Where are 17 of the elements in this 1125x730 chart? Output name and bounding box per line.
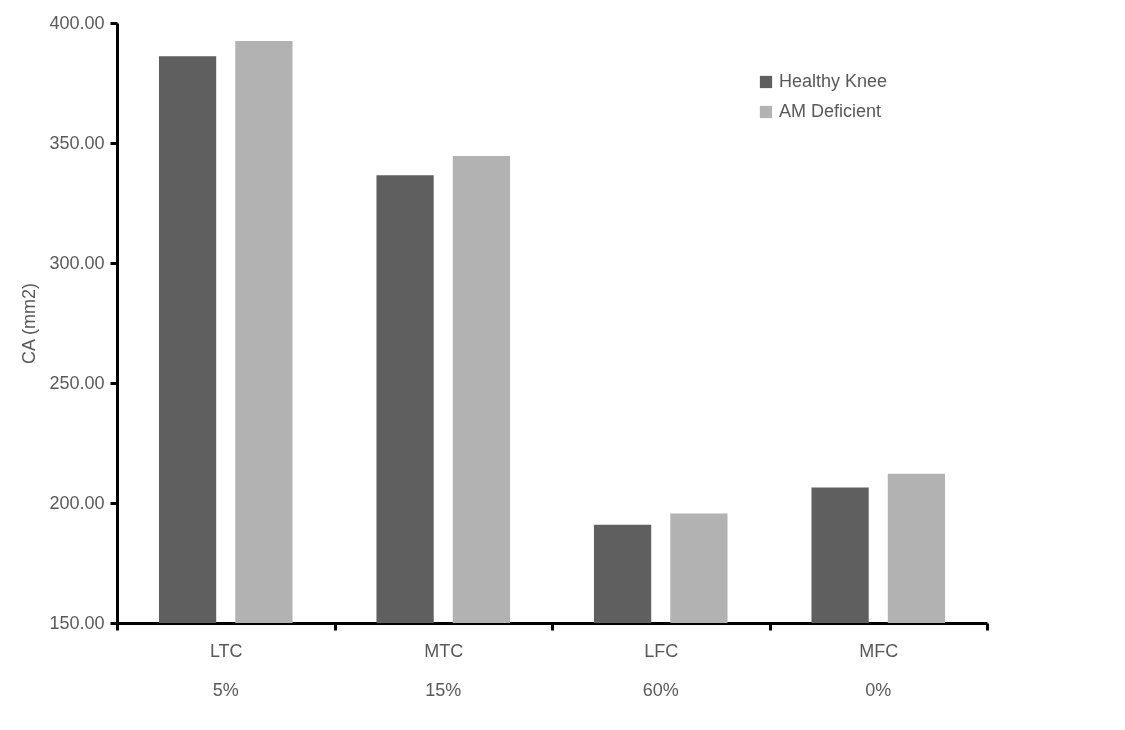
x-tick-label: MTC (424, 640, 464, 661)
y-tick-label: 300.00 (49, 252, 105, 273)
x-tick-label: LFC (644, 640, 679, 661)
legend-label: Healthy Knee (779, 71, 888, 91)
x-tick-label: MFC (859, 640, 899, 661)
x-tick-label: LTC (209, 640, 243, 661)
y-axis-title: CA (mm2) (19, 283, 40, 364)
text: 0% (865, 680, 892, 700)
y-tick-label: 150.00 (49, 612, 105, 633)
text: 60% (642, 680, 679, 700)
y-tick-label: 200.00 (49, 492, 105, 513)
y-tick-label: 350.00 (49, 132, 105, 153)
text: 15% (425, 680, 462, 700)
legend-label: AM Deficient (779, 101, 882, 121)
y-tick-label: 250.00 (49, 372, 105, 393)
text: 5% (212, 680, 239, 700)
y-tick-label: 400.00 (49, 12, 105, 33)
